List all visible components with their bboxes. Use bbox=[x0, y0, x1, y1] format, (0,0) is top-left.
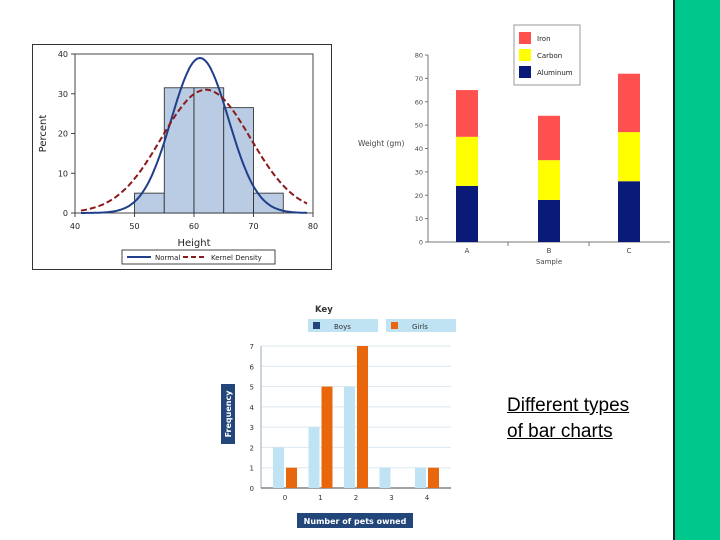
caption: Different types of bar charts bbox=[507, 393, 667, 445]
bar-boys-2 bbox=[344, 386, 355, 488]
legend-bar-girls bbox=[386, 319, 456, 332]
bar-boys-3 bbox=[379, 467, 391, 488]
y-tick-label-0: 0 bbox=[419, 239, 423, 247]
y-tick-label-0: 0 bbox=[250, 485, 254, 493]
legend-label-aluminum: Aluminum bbox=[537, 69, 573, 77]
histogram-bar-2 bbox=[193, 87, 225, 214]
stacked-bar-chart: 0 10 20 30 40 50 60 70 80 A B C Sample Weight (gm) Iro… bbox=[358, 24, 670, 266]
y-tick-label-4: 40 bbox=[58, 50, 68, 59]
legend-label-boys: Boys bbox=[334, 323, 351, 331]
legend: Iron Carbon Aluminum bbox=[513, 24, 581, 86]
bar-B-iron bbox=[538, 115, 560, 161]
x-tick-label-0: A bbox=[465, 247, 470, 255]
bar-boys-1 bbox=[308, 427, 320, 488]
y-tick-label-6: 6 bbox=[250, 363, 255, 371]
x-tick-label-4: 4 bbox=[425, 494, 430, 502]
bar-girls-4 bbox=[428, 467, 439, 488]
bar-boys-4 bbox=[415, 467, 426, 488]
histogram-chart: 40 50 60 70 80 0 10 20 30 40 Height Percent Normal Ke… bbox=[32, 44, 332, 270]
legend-title: Key bbox=[315, 305, 333, 315]
x-tick-label-1: B bbox=[547, 247, 552, 255]
y-tick-label-0: 0 bbox=[63, 209, 68, 218]
x-tick-label-2: 2 bbox=[354, 494, 358, 502]
legend: Boys Girls bbox=[308, 319, 456, 332]
caption-line-2: of bar charts bbox=[507, 421, 613, 442]
caption-line-1: Different types bbox=[507, 395, 630, 416]
y-tick-label-1: 10 bbox=[415, 215, 423, 223]
y-axis-label-box bbox=[221, 384, 235, 444]
density-curve-1 bbox=[80, 88, 308, 212]
legend-swatch-girls bbox=[391, 322, 398, 329]
y-axis-label: Percent bbox=[38, 115, 49, 153]
bar-B-carbon bbox=[538, 160, 560, 200]
legend-label-1: Kernel Density bbox=[211, 254, 262, 262]
x-tick-label-1: 1 bbox=[318, 494, 322, 502]
y-tick-label-7: 7 bbox=[250, 343, 254, 351]
density-curve-0 bbox=[81, 56, 308, 214]
x-tick-label-4: 80 bbox=[308, 222, 318, 231]
side-accent-bar bbox=[673, 0, 720, 540]
legend-swatch-boys bbox=[313, 322, 320, 329]
y-tick-label-7: 70 bbox=[415, 75, 423, 83]
y-tick-label-4: 40 bbox=[415, 145, 423, 153]
y-tick-label-4: 4 bbox=[250, 404, 255, 412]
legend-label-carbon: Carbon bbox=[537, 52, 562, 60]
bar-boys-0 bbox=[273, 447, 284, 488]
x-axis-label: Number of pets owned bbox=[304, 517, 407, 526]
y-tick-label-3: 30 bbox=[415, 168, 423, 176]
y-tick-label-5: 50 bbox=[415, 122, 423, 130]
legend-bar-boys bbox=[308, 319, 378, 332]
bar-A-carbon bbox=[456, 136, 478, 186]
y-axis-label: Weight (gm) bbox=[358, 139, 405, 148]
y-tick-label-6: 60 bbox=[415, 98, 423, 106]
histogram-bar-3 bbox=[223, 107, 254, 214]
legend: Normal Kernel Density bbox=[121, 249, 276, 265]
y-axis-label: Frequency bbox=[224, 390, 233, 438]
bar-C-iron bbox=[618, 73, 640, 133]
legend-label-0: Normal bbox=[155, 254, 180, 262]
y-tick-label-1: 1 bbox=[250, 465, 254, 473]
y-tick-label-2: 20 bbox=[58, 130, 68, 139]
y-tick-label-1: 10 bbox=[58, 169, 68, 178]
y-tick-label-2: 2 bbox=[250, 444, 254, 452]
legend-box bbox=[121, 249, 276, 265]
y-tick-label-5: 5 bbox=[250, 384, 254, 392]
x-tick-label-0: 0 bbox=[283, 494, 287, 502]
y-tick-label-8: 80 bbox=[415, 52, 423, 60]
legend-label-girls: Girls bbox=[412, 323, 428, 331]
histogram-bar-1 bbox=[163, 87, 195, 214]
legend-label-iron: Iron bbox=[537, 35, 551, 43]
bar-girls-0 bbox=[286, 467, 297, 488]
x-axis-label: Sample bbox=[536, 258, 562, 266]
legend-swatch-aluminum bbox=[519, 66, 531, 78]
bar-girls-1 bbox=[321, 386, 333, 488]
y-tick-label-3: 30 bbox=[58, 90, 68, 99]
bar-C-aluminum bbox=[618, 181, 640, 242]
y-tick-label-2: 20 bbox=[415, 192, 423, 200]
x-tick-label-3: 3 bbox=[389, 494, 393, 502]
bar-A-aluminum bbox=[456, 185, 478, 242]
x-tick-label-1: 50 bbox=[129, 222, 139, 231]
bar-C-carbon bbox=[618, 132, 640, 182]
x-tick-label-2: C bbox=[627, 247, 632, 255]
legend-swatch-iron bbox=[519, 32, 531, 44]
y-tick-label-3: 3 bbox=[250, 424, 254, 432]
x-tick-label-2: 60 bbox=[189, 222, 199, 231]
x-tick-label-0: 40 bbox=[70, 222, 80, 231]
bar-girls-2 bbox=[357, 346, 368, 488]
x-axis-label: Height bbox=[177, 238, 210, 249]
legend-swatch-carbon bbox=[519, 49, 531, 61]
bar-B-aluminum bbox=[538, 199, 560, 242]
x-tick-label-3: 70 bbox=[248, 222, 258, 231]
bar-A-iron bbox=[456, 90, 478, 137]
x-axis-label-box bbox=[297, 513, 413, 528]
